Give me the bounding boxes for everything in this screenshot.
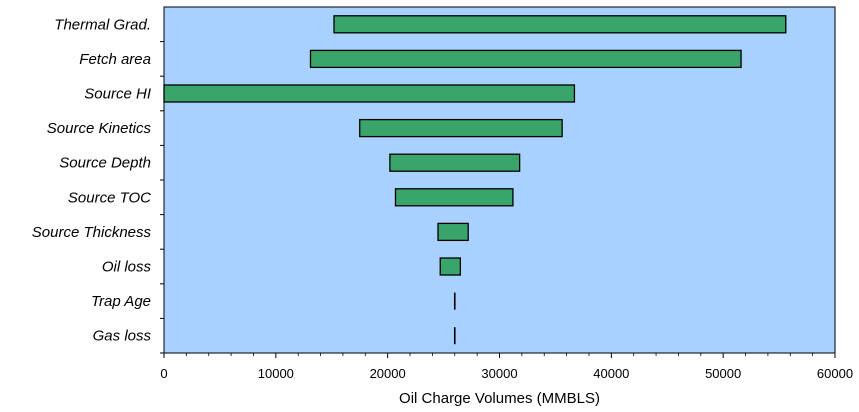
x-axis-title: Oil Charge Volumes (MMBLS) [399,390,600,407]
category-label-source-toc: Source TOC [68,189,151,206]
bars-group [163,15,787,345]
category-label-oil-loss: Oil loss [102,259,152,276]
category-label-thermal-grad: Thermal Grad. [54,16,151,33]
x-tick-label: 20000 [370,366,406,381]
bar-thermal-grad [333,15,787,34]
bar-fetch-area [309,49,742,69]
axes-group [160,41,836,358]
category-label-source-kinetics: Source Kinetics [47,120,152,137]
x-tick-label: 40000 [593,366,629,381]
x-tick-label: 0 [160,366,167,381]
category-label-fetch-area: Fetch area [79,51,151,68]
x-tick-label: 30000 [481,366,517,381]
bar-source-depth [389,153,521,172]
x-tick-label: 10000 [258,366,294,381]
category-label-source-thickness: Source Thickness [32,224,152,241]
bar-oil-loss [439,257,462,276]
category-label-trap-age: Trap Age [91,293,151,310]
bar-source-toc [394,188,514,207]
labels-group: Thermal Grad. Fetch area Source HI Source K… [32,16,853,381]
x-tick-label: 50000 [705,366,741,381]
category-label-source-depth: Source Depth [59,155,151,172]
x-tick-label: 60000 [817,366,853,381]
bar-source-hi [163,84,576,103]
bar-source-thickness [437,222,469,242]
bar-source-kinetics [359,118,563,138]
category-label-source-hi: Source HI [84,86,151,103]
category-label-gas-loss: Gas loss [93,328,152,345]
